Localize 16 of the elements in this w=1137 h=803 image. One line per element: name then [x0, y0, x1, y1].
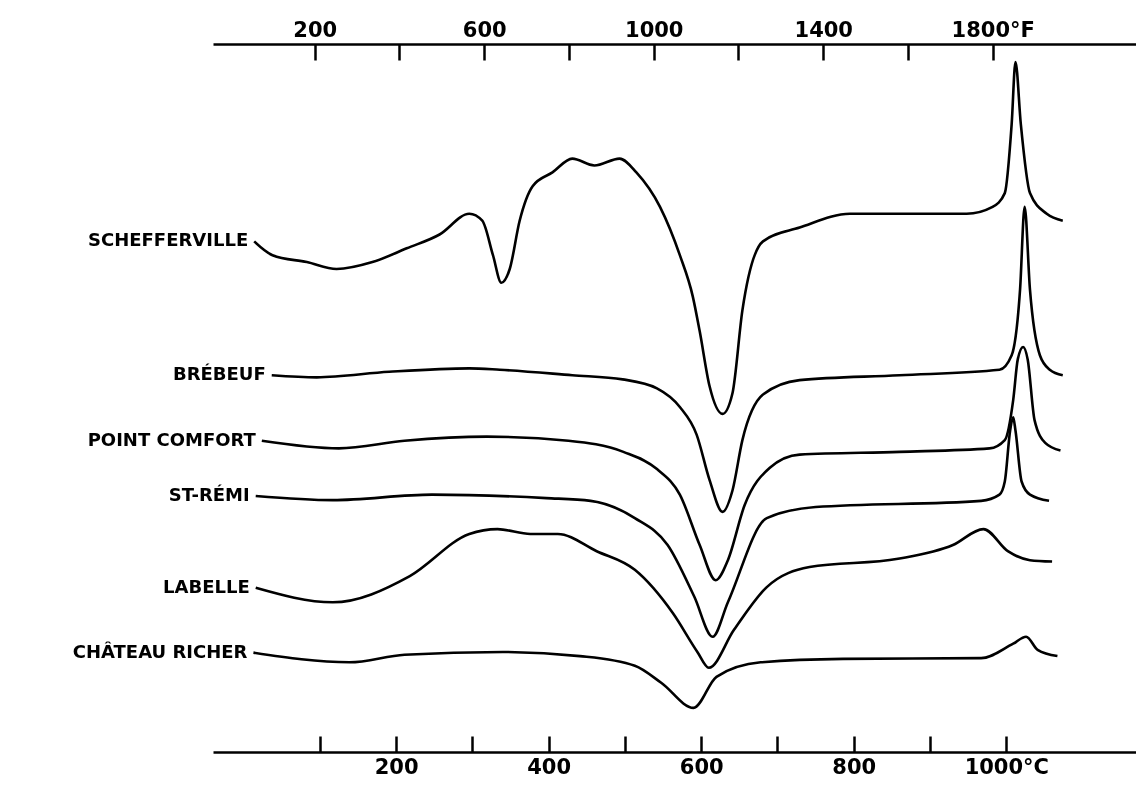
series-label: POINT COMFORT	[87, 428, 257, 450]
x2-tick-label: 200	[293, 17, 338, 42]
series-label: BRÉBEUF	[172, 363, 266, 385]
series-label: ST-RÉMI	[168, 484, 250, 506]
x2-tick-label: 1800°F	[951, 17, 1035, 42]
x-tick-label: 200	[374, 754, 419, 779]
x2-tick-label: 1400	[794, 17, 853, 42]
x2-tick-label: 1000	[625, 17, 684, 42]
series-label: SCHEFFERVILLE	[88, 229, 249, 251]
series-label: LABELLE	[163, 575, 250, 597]
x-tick-label: 400	[527, 754, 572, 779]
x2-tick-label: 600	[462, 17, 507, 42]
x-tick-label: 1000°C	[964, 754, 1049, 779]
x-tick-label: 800	[832, 754, 877, 779]
x-tick-label: 600	[679, 754, 724, 779]
series-label: CHÂTEAU RICHER	[72, 640, 248, 662]
